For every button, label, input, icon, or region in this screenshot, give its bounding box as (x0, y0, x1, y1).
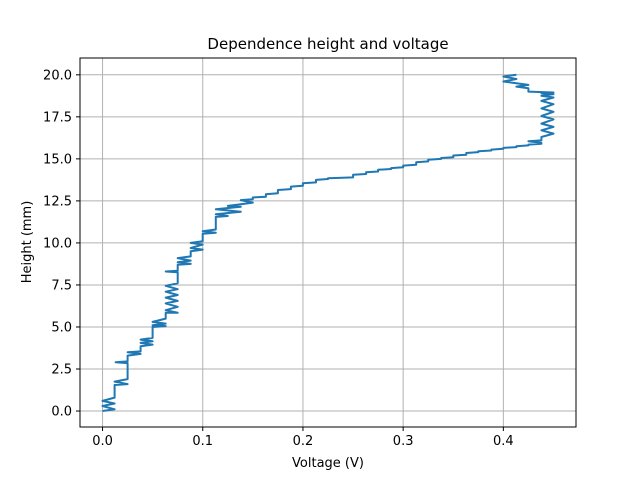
x-tick-label: 0.1 (192, 434, 213, 449)
x-tick-label: 0.2 (293, 434, 314, 449)
grid-lines (80, 58, 576, 427)
y-tick-label: 15.0 (43, 152, 72, 167)
y-tick-label: 17.5 (43, 110, 72, 125)
chart-title: Dependence height and voltage (207, 35, 448, 53)
axis-ticks: 0.0 0.1 0.2 0.3 0.4 0.0 2.5 5.0 7.5 10.0 12.5 15.0 1… (43, 68, 514, 449)
x-axis-label: Voltage (V) (292, 456, 364, 471)
y-tick-label: 5.0 (51, 320, 72, 335)
y-tick-label: 0.0 (51, 405, 72, 420)
y-tick-label: 10.0 (43, 236, 72, 251)
x-tick-label: 0.3 (393, 434, 414, 449)
x-tick-label: 0.0 (92, 434, 113, 449)
y-tick-label: 7.5 (51, 278, 72, 293)
y-tick-label: 20.0 (43, 68, 72, 83)
y-tick-label: 12.5 (43, 194, 72, 209)
x-tick-label: 0.4 (493, 434, 514, 449)
y-axis-label: Height (mm) (20, 201, 35, 284)
y-tick-label: 2.5 (51, 363, 72, 378)
voltage-height-line (101, 73, 555, 412)
